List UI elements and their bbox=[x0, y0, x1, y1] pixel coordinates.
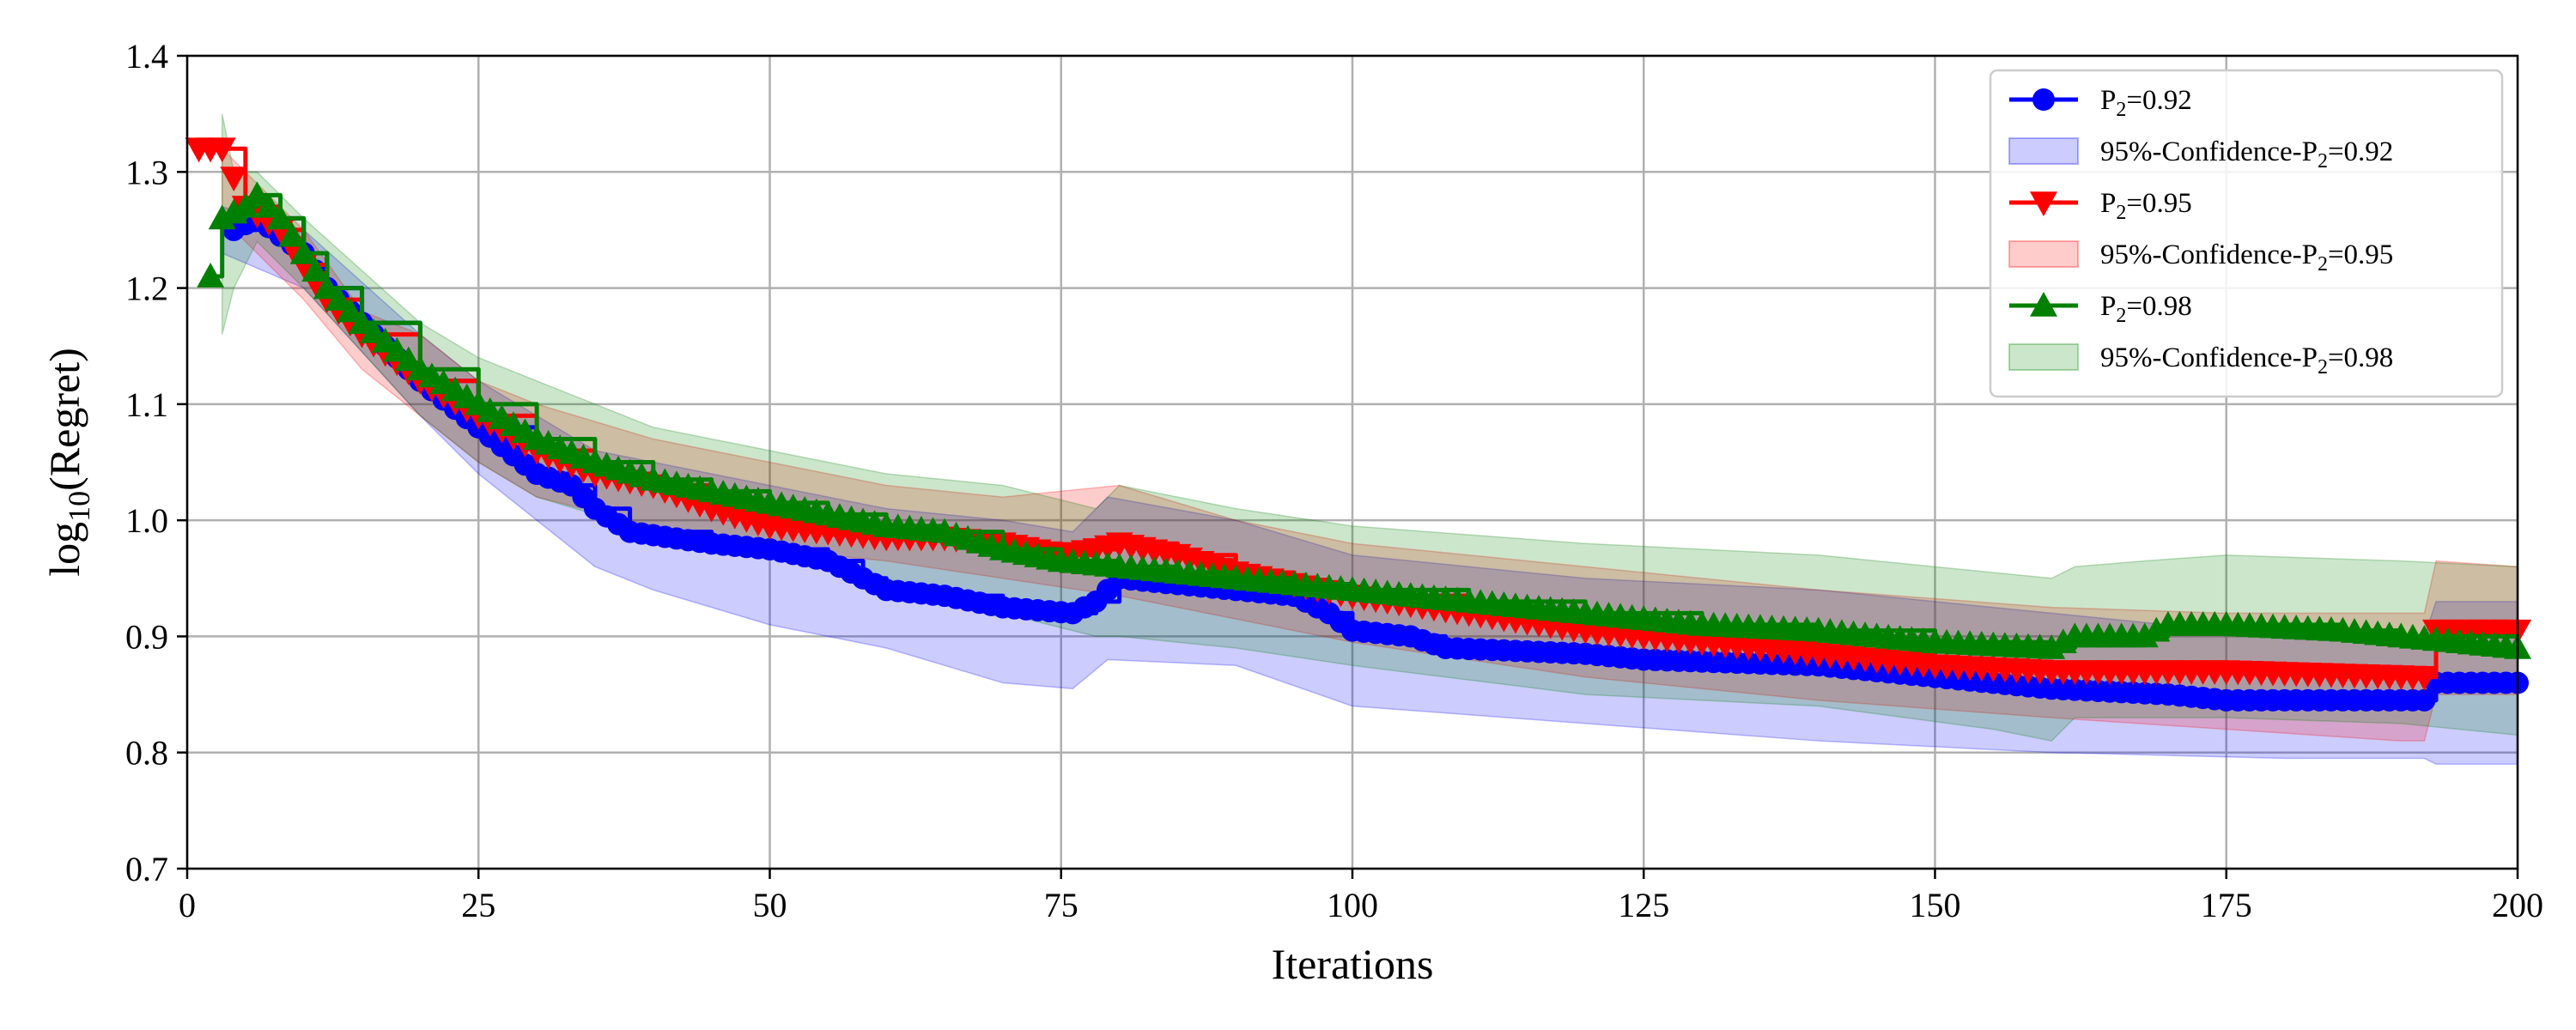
y-tick-label: 0.8 bbox=[125, 734, 168, 772]
data-point bbox=[2413, 688, 2436, 712]
data-point bbox=[266, 204, 295, 230]
legend-label: 95%-Confidence-P2=0.95 bbox=[2100, 239, 2393, 276]
legend-label: P2=0.95 bbox=[2100, 188, 2192, 224]
y-axis-title-log: log bbox=[40, 522, 88, 577]
x-tick-label: 50 bbox=[753, 886, 787, 924]
legend-label: P2=0.98 bbox=[2100, 291, 2192, 327]
data-point bbox=[208, 137, 236, 163]
legend-label: 95%-Confidence-P2=0.92 bbox=[2100, 136, 2393, 173]
legend-box bbox=[1989, 69, 2504, 398]
x-tick-label: 125 bbox=[1618, 886, 1669, 924]
axis-ticks: 0 25 50 75 100 125 150 175 200 0.7 0.8 0.9 1.0 1.1 1.2… bbox=[125, 37, 2543, 924]
x-tick-label: 100 bbox=[1327, 886, 1378, 924]
y-tick-label: 1.3 bbox=[125, 153, 168, 191]
data-point bbox=[197, 263, 225, 288]
legend: P2=0.92 95%-Confidence-P2=0.92 P2=0.95 95%-… bbox=[1989, 69, 2504, 398]
x-tick-label: 150 bbox=[1910, 886, 1961, 924]
series-lines bbox=[185, 137, 2531, 712]
data-point bbox=[325, 286, 353, 311]
y-axis-title-subscript: 10 bbox=[62, 491, 96, 522]
data-point bbox=[243, 181, 271, 207]
legend-band-swatch bbox=[2008, 240, 2079, 268]
x-tick-label: 175 bbox=[2201, 886, 2252, 924]
data-point bbox=[220, 167, 248, 192]
series-group bbox=[197, 181, 2531, 659]
y-tick-label: 1.0 bbox=[125, 501, 168, 540]
legend-label: P2=0.92 bbox=[2100, 85, 2192, 121]
x-axis-title: Iterations bbox=[1272, 940, 1434, 988]
y-tick-label: 1.4 bbox=[125, 37, 168, 76]
y-axis-title: log10(Regret) bbox=[40, 348, 96, 576]
y-tick-label: 1.2 bbox=[125, 270, 168, 308]
legend-band-swatch bbox=[2008, 137, 2079, 165]
data-point bbox=[313, 274, 341, 300]
data-point bbox=[254, 192, 283, 218]
y-axis-title-rest: (Regret) bbox=[40, 348, 88, 491]
data-point bbox=[336, 297, 364, 323]
legend-marker bbox=[2032, 88, 2055, 111]
data-point bbox=[2410, 665, 2439, 691]
y-tick-label: 0.9 bbox=[125, 617, 168, 656]
data-point bbox=[289, 239, 318, 264]
y-tick-label: 1.1 bbox=[125, 385, 168, 424]
y-tick-label: 0.7 bbox=[125, 850, 168, 888]
x-tick-label: 25 bbox=[461, 886, 495, 924]
legend-label: 95%-Confidence-P2=0.98 bbox=[2100, 342, 2393, 379]
data-point bbox=[301, 257, 330, 282]
legend-marker bbox=[2030, 191, 2057, 216]
x-tick-label: 200 bbox=[2492, 886, 2543, 924]
legend-band-swatch bbox=[2008, 343, 2079, 371]
x-tick-label: 0 bbox=[179, 886, 196, 924]
data-point bbox=[278, 221, 307, 247]
x-tick-label: 75 bbox=[1044, 886, 1078, 924]
legend-marker bbox=[2030, 292, 2057, 317]
